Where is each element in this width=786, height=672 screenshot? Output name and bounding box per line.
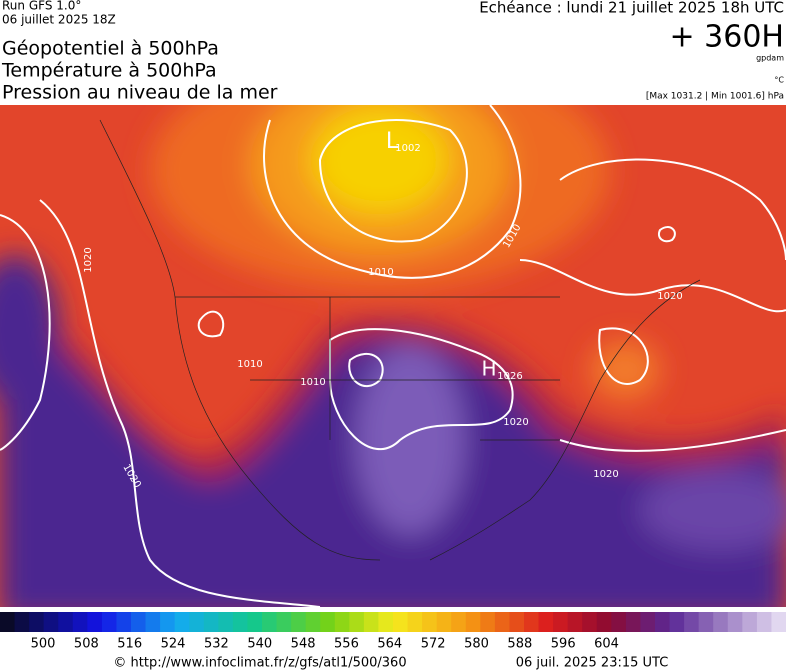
colorbar-swatch	[611, 612, 627, 632]
contour-label: 1002	[395, 143, 420, 154]
run-date: 06 juillet 2025 18Z	[2, 13, 116, 27]
colorbar-swatch	[232, 612, 248, 632]
colorbar: 500 508 516 524 532 540 548 556 564 572 580 588 596 6…	[0, 612, 786, 652]
colorbar-swatch	[494, 612, 510, 632]
colorbar-swatch	[276, 612, 292, 632]
colorbar-label: 500	[31, 637, 56, 652]
colorbar-label: 604	[594, 637, 619, 652]
unit: °C	[774, 76, 784, 85]
colorbar-swatch	[465, 612, 481, 632]
colorbar-swatch	[43, 612, 59, 632]
colorbar-swatch	[29, 612, 45, 632]
contour-label: 1020	[83, 247, 94, 272]
colorbar-label: 596	[551, 637, 576, 652]
colorbar-swatch	[625, 612, 641, 632]
colorbar-swatch	[334, 612, 350, 632]
colorbar-swatch	[640, 612, 656, 632]
colorbar-swatch	[72, 612, 88, 632]
unit: gpdam	[756, 54, 784, 63]
colorbar-label: 524	[161, 637, 186, 652]
contour-label: 1010	[368, 267, 393, 278]
contour-label: 1010	[237, 359, 262, 370]
colorbar-swatch	[480, 612, 496, 632]
colorbar-swatch	[655, 612, 671, 632]
colorbar-swatch	[538, 612, 554, 632]
colorbar-swatch	[742, 612, 758, 632]
colorbar-swatch	[509, 612, 525, 632]
contour-label: 1010	[300, 377, 325, 388]
colorbar-swatch	[727, 612, 743, 632]
colorbar-swatch	[451, 612, 467, 632]
colorbar-swatch	[553, 612, 569, 632]
colorbar-label: 572	[421, 637, 446, 652]
colorbar-swatch	[320, 612, 336, 632]
colorbar-swatch	[247, 612, 263, 632]
colorbar-label: 532	[204, 637, 229, 652]
colorbar-label: 556	[334, 637, 359, 652]
colorbar-label: 580	[464, 637, 489, 652]
colorbar-swatch	[756, 612, 772, 632]
extremes: [Max 1031.2 | Min 1001.6] hPa	[646, 92, 784, 102]
colorbar-label: 564	[377, 637, 402, 652]
colorbar-swatch	[771, 612, 786, 632]
colorbar-swatch	[567, 612, 583, 632]
colorbar-label: 540	[247, 637, 272, 652]
colorbar-swatch	[378, 612, 394, 632]
colorbar-swatch	[0, 612, 16, 632]
colorbar-swatch	[524, 612, 540, 632]
colorbar-swatch	[174, 612, 190, 632]
colorbar-swatch	[14, 612, 30, 632]
colorbar-swatch	[131, 612, 147, 632]
lead-time: + 360H	[670, 20, 785, 55]
colorbar-swatch	[262, 612, 278, 632]
colorbar-swatch	[189, 612, 205, 632]
colorbar-swatch	[160, 612, 176, 632]
source: © http://www.infoclimat.fr/z/gfs/atl1/50…	[113, 656, 406, 671]
title: Géopotentiel à 500hPa	[2, 38, 219, 60]
contour-label: H	[481, 357, 496, 381]
colorbar-swatch	[669, 612, 685, 632]
colorbar-swatch	[407, 612, 423, 632]
colorbar-swatch	[87, 612, 103, 632]
colorbar-swatch	[684, 612, 700, 632]
colorbar-swatch	[582, 612, 598, 632]
contour-label: 1020	[503, 417, 528, 428]
colorbar-swatch	[349, 612, 365, 632]
colorbar-swatch	[363, 612, 379, 632]
colorbar-swatch	[422, 612, 438, 632]
run: Run GFS 1.0°	[2, 0, 81, 13]
colorbar-swatch	[393, 612, 409, 632]
colorbar-swatch	[58, 612, 74, 632]
map	[0, 105, 786, 607]
colorbar-label: 548	[291, 637, 316, 652]
contour-label: 1020	[593, 469, 618, 480]
colorbar-swatch	[596, 612, 612, 632]
colorbar-swatch	[203, 612, 219, 632]
colorbar-swatch	[436, 612, 452, 632]
contour-label: 1020	[657, 291, 682, 302]
issued: 06 juil. 2025 23:15 UTC	[516, 656, 669, 671]
colorbar-swatch	[145, 612, 161, 632]
contour-label: 1026	[497, 371, 522, 382]
colorbar-swatch	[291, 612, 307, 632]
colorbar-label: 508	[74, 637, 99, 652]
colorbar-label: 516	[117, 637, 142, 652]
colorbar-swatch	[116, 612, 132, 632]
colorbar-swatch	[101, 612, 117, 632]
colorbar-swatch	[218, 612, 234, 632]
colorbar-swatch	[713, 612, 729, 632]
colorbar-swatch	[698, 612, 714, 632]
colorbar-label: 588	[507, 637, 532, 652]
contour-label: L	[386, 129, 399, 154]
echeance: Echéance : lundi 21 juillet 2025 18h UTC	[479, 0, 784, 17]
title: Pression au niveau de la mer	[2, 82, 278, 104]
title: Température à 500hPa	[1, 60, 217, 82]
colorbar-swatch	[305, 612, 321, 632]
